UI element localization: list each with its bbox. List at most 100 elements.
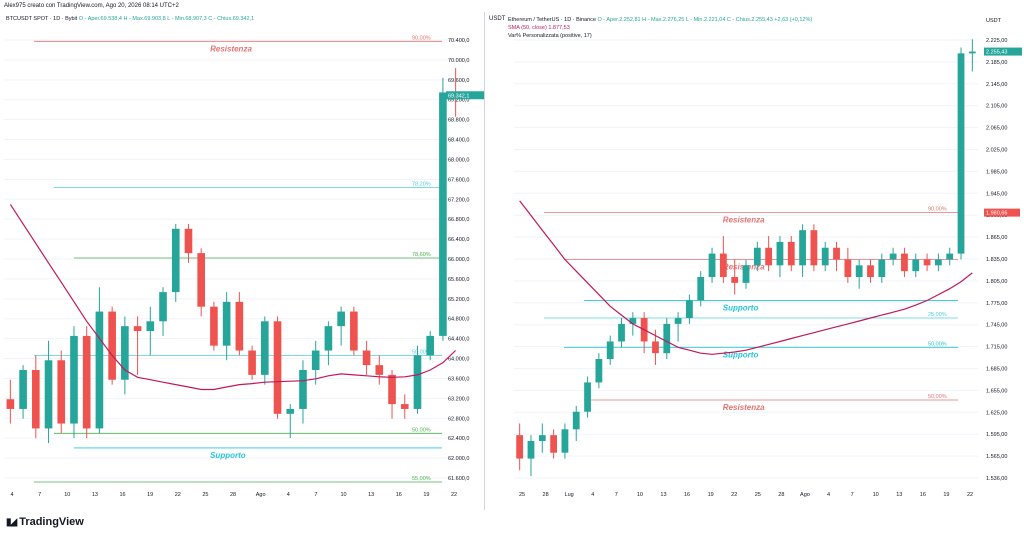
y-tick-label: 2.065,00 [986, 126, 1007, 132]
x-tick-label: 13 [92, 492, 98, 498]
candle-body [901, 253, 908, 272]
candle-body [133, 326, 142, 332]
last-price-tag [446, 91, 484, 100]
candle-body [6, 399, 15, 409]
y-tick-label: 64.400,0 [448, 337, 469, 343]
candle-body [121, 326, 129, 380]
x-tick-label: 7 [314, 492, 317, 498]
candle-body [946, 253, 954, 260]
y-tick-label: 69.200,0 [448, 98, 469, 104]
y-tick-label: 68.800,0 [448, 118, 469, 124]
candle-body [686, 300, 693, 319]
candle-body [108, 311, 116, 380]
btc-legend-symbol: BTCUSDT SPOT · 1D · Bybit [6, 16, 78, 22]
y-tick-label: 1.865,00 [986, 235, 1007, 241]
candle-body [878, 259, 886, 278]
y-tick-label: 1.625,00 [986, 410, 1007, 416]
x-tick-label: 16 [684, 492, 690, 498]
candle-body [697, 277, 705, 301]
level-name-label: Supporto [723, 303, 759, 312]
level-pct-label: 50,00% [412, 349, 431, 355]
last-price-label: 69.342,1 [448, 93, 469, 99]
x-tick-label: 28 [778, 492, 784, 498]
candle-body [787, 241, 795, 266]
candle-body [210, 306, 218, 346]
x-tick-label: 13 [896, 492, 902, 498]
x-tick-label: 22 [175, 492, 181, 498]
x-tick-label: 10 [873, 492, 879, 498]
x-tick-label: 10 [637, 492, 643, 498]
candle-body [561, 429, 569, 453]
y-tick-label: 2.105,00 [986, 104, 1007, 110]
y-tick-label: 1.595,00 [986, 432, 1007, 438]
y-tick-label: 68.400,0 [448, 138, 469, 144]
candle-body [413, 355, 422, 409]
candle-body [912, 259, 920, 272]
x-tick-label: 4 [591, 492, 594, 498]
last-price-label: 2.255,43 [986, 50, 1007, 56]
eth-legend-sma: SMA (50, close) 1.877,53 [508, 25, 570, 31]
y-tick-label: 1.945,00 [986, 191, 1007, 197]
x-tick-label: 25 [202, 492, 208, 498]
y-tick-label: 62.000,0 [448, 456, 469, 462]
x-tick-label: 19 [708, 492, 714, 498]
x-tick-label: 22 [451, 492, 457, 498]
y-tick-label: 2.185,00 [986, 60, 1007, 66]
x-tick-label: 22 [731, 492, 737, 498]
level-name-label: Resistenza [210, 44, 252, 53]
candle-body [82, 335, 91, 429]
header-credit: Alex975 creato con TradingView.com, Ago … [4, 3, 179, 9]
candle-body [844, 259, 852, 278]
x-tick-label: 16 [920, 492, 926, 498]
candle-body [222, 301, 231, 346]
candle-body [197, 253, 206, 307]
y-tick-label: 2.145,00 [986, 82, 1007, 88]
candle-body [629, 318, 637, 324]
y-tick-label: 62.800,0 [448, 416, 469, 422]
candle-body [286, 408, 295, 414]
candle-body [934, 259, 942, 266]
candle-body [821, 247, 829, 266]
candle-body [833, 247, 840, 260]
candle-body [273, 321, 282, 414]
candle-body [184, 228, 193, 254]
btc-chart-svg: 70.400,0 70.000,0 69.600,0 69.200,0 68.800,0… [4, 35, 484, 498]
level-pct-label: 90,00% [928, 207, 947, 213]
level-pct-label: 78,20% [412, 181, 431, 187]
x-tick-label: 13 [660, 492, 666, 498]
y-tick-label: 2.225,00 [986, 38, 1007, 44]
candle-body [538, 435, 546, 442]
candle-body [708, 253, 716, 278]
x-tick-label: 25 [755, 492, 761, 498]
x-tick-label: 16 [396, 492, 402, 498]
candle-body [968, 51, 976, 54]
y-tick-label: 2.025,00 [986, 148, 1007, 154]
x-tick-label: 25 [519, 492, 525, 498]
y-tick-label: 1.775,00 [986, 301, 1007, 307]
candle-body [731, 277, 739, 283]
x-tick-label: Ago [800, 492, 810, 498]
candle-body [388, 374, 396, 405]
x-tick-label: 10 [64, 492, 70, 498]
x-tick-label: 7 [38, 492, 41, 498]
candle-body [171, 228, 180, 293]
y-tick-label: 61.600,0 [448, 476, 469, 482]
eth-chart[interactable]: USDT Ethereum / TetherUS · 1D · Binance … [486, 12, 1024, 510]
candle-body [889, 253, 897, 260]
y-tick-label: 1.685,00 [986, 367, 1007, 373]
y-tick-label: 70.000,0 [448, 58, 469, 64]
x-tick-label: 10 [340, 492, 346, 498]
btc-chart[interactable]: BTCUSDT SPOT · 1D · Bybit O - Aper.69.53… [0, 12, 484, 510]
candle-body [439, 92, 447, 336]
x-tick-label: Ago [256, 492, 266, 498]
x-tick-label: 16 [119, 492, 125, 498]
y-tick-label: 1.536,00 [986, 476, 1007, 482]
y-tick-label: 62.400,0 [448, 436, 469, 442]
y-tick-label: 66.000,0 [448, 257, 469, 263]
candle-body [765, 247, 773, 266]
level-name-label: Supporto [210, 451, 246, 460]
level-pct-label: 50,00% [928, 341, 947, 347]
level-name-label: Resistenza [723, 403, 765, 412]
candle-body [299, 370, 307, 409]
level-pct-label: 25,00% [928, 312, 947, 318]
